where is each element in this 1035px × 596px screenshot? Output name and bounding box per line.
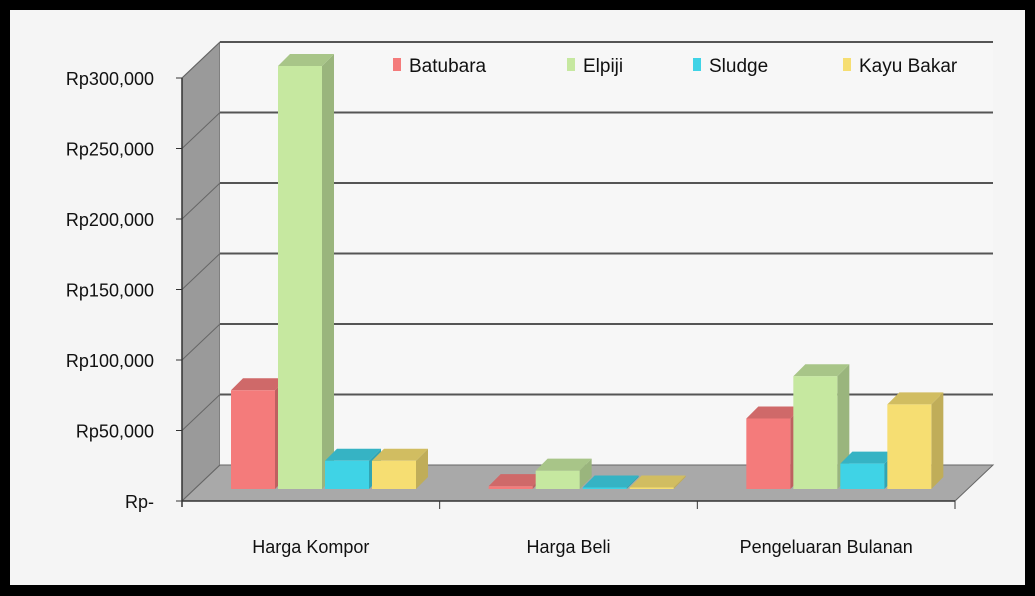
y-tick-label: Rp50,000 — [76, 422, 154, 442]
bar-side-kayu-bakar — [673, 475, 686, 489]
bar-kayu-bakar — [372, 460, 416, 489]
bar-elpiji — [535, 470, 580, 489]
bar-side-sludge — [626, 475, 639, 489]
bar-top-kayu-bakar — [887, 392, 944, 405]
legend-swatch — [843, 58, 851, 71]
legend-swatch — [567, 58, 575, 71]
y-tick-label: Rp250,000 — [66, 140, 154, 160]
bar-top-elpiji — [793, 364, 850, 377]
bar-top-elpiji — [535, 458, 592, 471]
bar-elpiji — [278, 66, 322, 489]
bar-sludge — [840, 463, 885, 489]
bar-batubara — [231, 390, 275, 489]
y-tick-label: Rp150,000 — [66, 281, 154, 301]
x-tick-label: Harga Beli — [526, 537, 610, 557]
legend-swatch — [393, 58, 401, 71]
legend-label: Sludge — [709, 56, 768, 77]
bar-side-kayu-bakar — [931, 392, 944, 489]
legend-swatch — [693, 58, 701, 71]
y-tick-label: Rp300,000 — [66, 69, 154, 89]
y-tick-label: Rp100,000 — [66, 351, 154, 371]
bar-top-batubara — [746, 406, 803, 419]
bar-sludge — [325, 460, 369, 489]
bar-kayu-bakar — [887, 404, 932, 489]
bar-top-batubara — [488, 474, 545, 487]
bar-top-kayu-bakar — [372, 448, 428, 461]
wall-gridline — [181, 394, 221, 431]
wall-gridline — [181, 182, 221, 220]
wall-gridline — [181, 112, 221, 149]
wall-gridline — [181, 253, 221, 290]
bar-top-sludge — [840, 451, 897, 464]
legend-label: Kayu Bakar — [859, 56, 958, 77]
bar-elpiji — [793, 376, 838, 489]
wall-gridline — [181, 323, 221, 361]
bar-top-sludge — [582, 475, 639, 488]
bar-side-elpiji — [322, 54, 334, 489]
bar-batubara — [488, 486, 533, 489]
x-tick-label: Pengeluaran Bulanan — [740, 537, 913, 557]
bar-top-sludge — [325, 448, 381, 461]
bar-batubara — [746, 418, 791, 489]
y-tick-label: Rp200,000 — [66, 210, 154, 230]
bar-kayu-bakar — [629, 487, 674, 489]
bar-sludge — [582, 487, 627, 489]
bar-top-elpiji — [278, 54, 334, 66]
x-tick-label: Harga Kompor — [252, 537, 369, 557]
bar-top-kayu-bakar — [629, 475, 686, 488]
bar-top-batubara — [231, 378, 287, 391]
wall-gridline — [181, 41, 221, 79]
bar-side-elpiji — [579, 458, 592, 489]
legend-label: Elpiji — [583, 56, 623, 77]
bar-side-kayu-bakar — [416, 448, 428, 489]
legend-label: Batubara — [409, 56, 487, 77]
y-tick-label: Rp- — [125, 492, 154, 512]
